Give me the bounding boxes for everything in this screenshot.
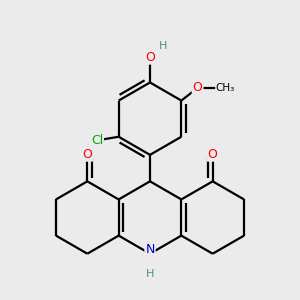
Text: N: N — [145, 243, 155, 256]
Text: O: O — [82, 148, 92, 161]
Text: O: O — [208, 148, 218, 161]
Text: CH₃: CH₃ — [216, 83, 235, 93]
Text: Cl: Cl — [91, 134, 103, 147]
Text: H: H — [158, 41, 167, 51]
Text: H: H — [146, 269, 154, 279]
Text: O: O — [145, 51, 155, 64]
Text: O: O — [193, 81, 202, 94]
